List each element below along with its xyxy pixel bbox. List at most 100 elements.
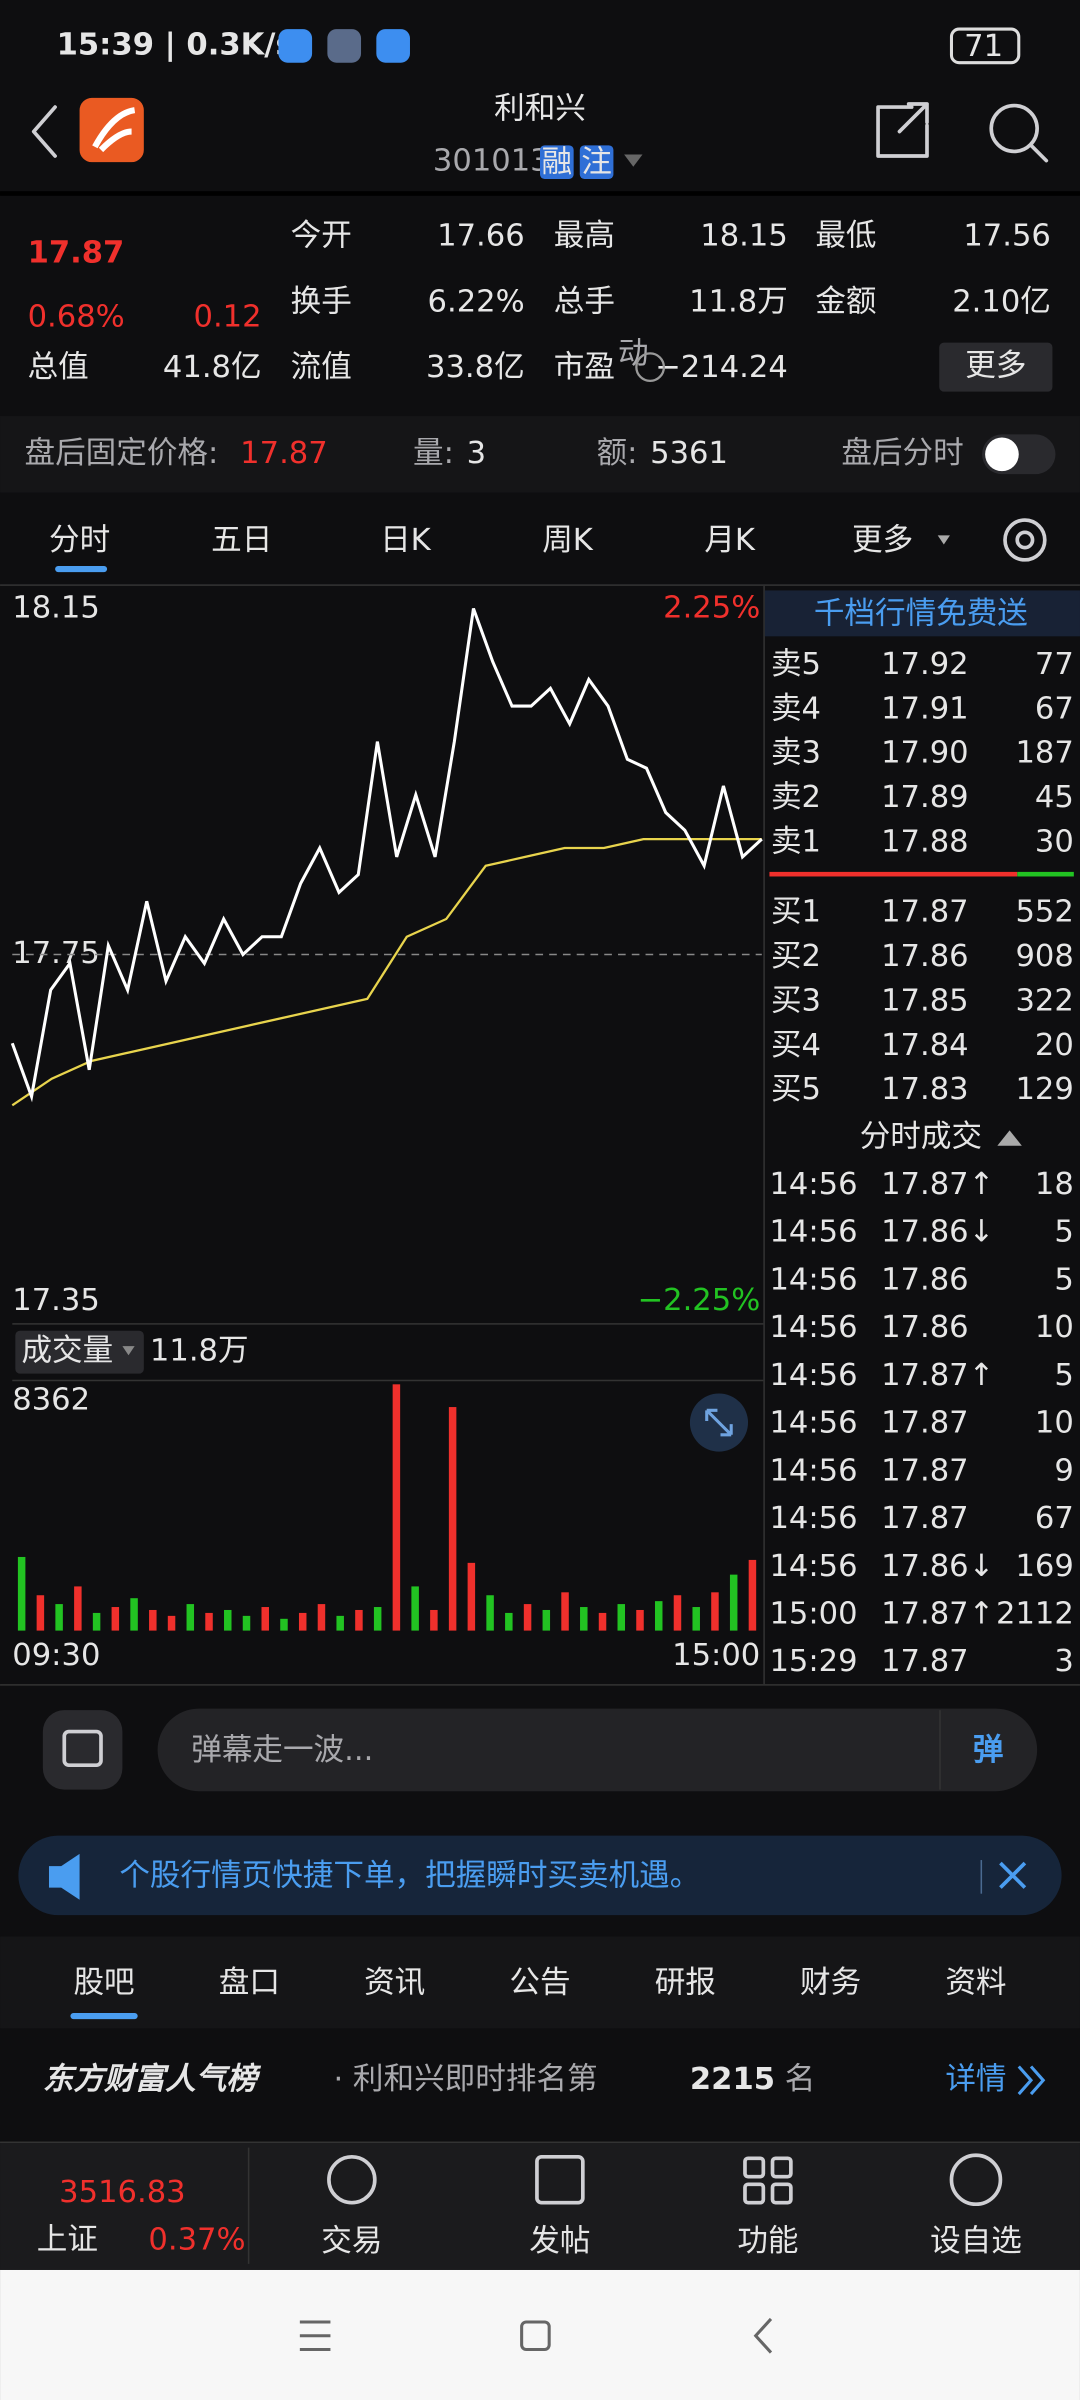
battery	[949, 27, 1021, 65]
collapse-arrow[interactable]	[997, 1130, 1022, 1146]
section-bar	[0, 1936, 1080, 2029]
trade-time: 14:56	[769, 1358, 857, 1393]
stock-code: 301013	[433, 144, 550, 179]
pe-info-icon[interactable]	[635, 352, 666, 383]
banner[interactable]	[18, 1835, 1062, 1916]
book-volume: 908	[1015, 939, 1073, 974]
ranking-rank: 2215	[690, 2062, 775, 2097]
index-pct[interactable]: 0.37%	[148, 2222, 245, 2257]
danmaku-input[interactable]	[157, 1708, 1038, 1792]
book-volume: 20	[1035, 1028, 1074, 1063]
danmaku-placeholder[interactable]: 弹幕走一波...	[191, 1733, 373, 1768]
field-label: 流值	[291, 350, 352, 385]
book-price: 17.90	[881, 736, 969, 771]
badge	[540, 145, 574, 179]
field-label: 今开	[291, 219, 352, 254]
more-button[interactable]	[939, 342, 1053, 392]
period-tab[interactable]: 分时	[49, 523, 110, 558]
period-tab[interactable]: 五日	[211, 523, 272, 558]
book-label: 买5	[771, 1072, 821, 1107]
after-hours-amt: 5361	[650, 436, 728, 471]
nav-icon	[949, 2153, 1003, 2207]
volume-bar	[729, 1574, 738, 1631]
tab-indicator	[55, 565, 108, 573]
badge-text: 融	[542, 145, 573, 180]
book-label: 卖4	[771, 691, 821, 726]
volume-bar	[392, 1384, 401, 1631]
field-value: 2.10亿	[952, 284, 1051, 319]
field-label: 市盈	[554, 350, 615, 385]
trade-volume: 18	[1035, 1167, 1074, 1202]
average-line	[11, 838, 762, 1107]
after-hours-row	[0, 416, 1080, 493]
period-tab[interactable]: 更多	[852, 523, 913, 558]
banner-text[interactable]: 个股行情页快捷下单，把握瞬时买卖机遇。	[119, 1858, 700, 1893]
divider	[0, 1684, 1080, 1686]
settings-button[interactable]	[1003, 518, 1047, 562]
ranking-link[interactable]: 详情	[945, 2062, 1006, 2097]
more-label[interactable]: 更多	[965, 349, 1026, 384]
close-banner[interactable]	[999, 1861, 1027, 1889]
trade-volume: 67	[1035, 1501, 1074, 1536]
quote-fields: 今开 17.66 最高 18.15 最低 17.56 换手 6.22% 总手 11.8万 金额 2.1…	[28, 219, 1051, 386]
volume-bar	[411, 1586, 419, 1631]
ask-ratio	[769, 871, 1018, 877]
book-price: 17.87	[881, 895, 969, 930]
danmaku-button[interactable]: 弹	[973, 1733, 1004, 1768]
share-button[interactable]	[876, 102, 929, 158]
system-bar	[0, 2269, 1080, 2400]
trade-time: 14:56	[769, 1310, 857, 1345]
section-tab[interactable]: 盘口	[219, 1965, 280, 2000]
trade-price: 17.86↓	[881, 1549, 994, 1584]
back-button[interactable]	[31, 105, 57, 158]
intraday-chart: 18.15 17.75 17.35 8362	[10, 590, 763, 1631]
nav-item[interactable]: 功能	[737, 2224, 798, 2259]
toggle-knob	[985, 437, 1019, 472]
field-value: 33.8亿	[426, 350, 525, 385]
volume-bar	[242, 1615, 251, 1631]
index-name[interactable]: 上证	[37, 2222, 98, 2257]
dropdown-arrow[interactable]	[624, 154, 643, 167]
volume-bar	[561, 1592, 569, 1631]
field-label: 总手	[554, 284, 615, 319]
section-tab[interactable]: 公告	[509, 1965, 570, 2000]
volume-label[interactable]: 成交量	[21, 1334, 113, 1369]
danmaku-icon	[62, 1729, 103, 1768]
section-tab[interactable]: 研报	[655, 1965, 716, 2000]
book-volume: 30	[1035, 824, 1074, 859]
trade-time: 14:56	[769, 1453, 857, 1488]
section-tab[interactable]: 股吧	[73, 1965, 134, 2000]
indicator-select[interactable]	[15, 1330, 144, 1374]
volume-bar	[55, 1604, 63, 1631]
danmaku-settings[interactable]	[42, 1710, 123, 1790]
x-tick-label: 15:00	[672, 1638, 760, 1673]
home-key[interactable]	[520, 2320, 551, 2352]
period-tab[interactable]: 月K	[704, 523, 756, 558]
divider	[0, 191, 1080, 196]
book-label: 买3	[771, 983, 821, 1018]
search-button[interactable]	[989, 103, 1039, 154]
section-indicator	[70, 2013, 138, 2020]
nav-item[interactable]: 交易	[321, 2224, 382, 2259]
section-tab[interactable]: 资讯	[364, 1965, 425, 2000]
menu-key[interactable]	[299, 2320, 331, 2352]
period-tab[interactable]: 周K	[542, 523, 594, 558]
trade-price: 17.86	[881, 1262, 969, 1297]
pct-label: 2.25%	[663, 590, 760, 625]
order-book-title[interactable]: 千档行情免费送	[814, 596, 1028, 631]
status-icon	[327, 29, 362, 63]
nav-item[interactable]: 发帖	[529, 2224, 590, 2259]
ranking-text: · 利和兴即时排名第	[333, 2062, 597, 2097]
promo-bar[interactable]	[764, 590, 1080, 637]
nav-item[interactable]: 设自选	[930, 2224, 1022, 2259]
period-tab[interactable]: 日K	[380, 523, 432, 558]
last-price: 17.87	[28, 235, 125, 270]
section-tab[interactable]: 财务	[800, 1965, 861, 2000]
back-key[interactable]	[753, 2317, 773, 2354]
nav-icon	[770, 2156, 793, 2179]
book-volume: 322	[1015, 983, 1073, 1018]
change-pct: 0.68%	[28, 300, 125, 335]
section-tab[interactable]: 资料	[945, 1965, 1006, 2000]
book-volume: 552	[1015, 895, 1073, 930]
index-value[interactable]: 3516.83	[59, 2175, 185, 2210]
